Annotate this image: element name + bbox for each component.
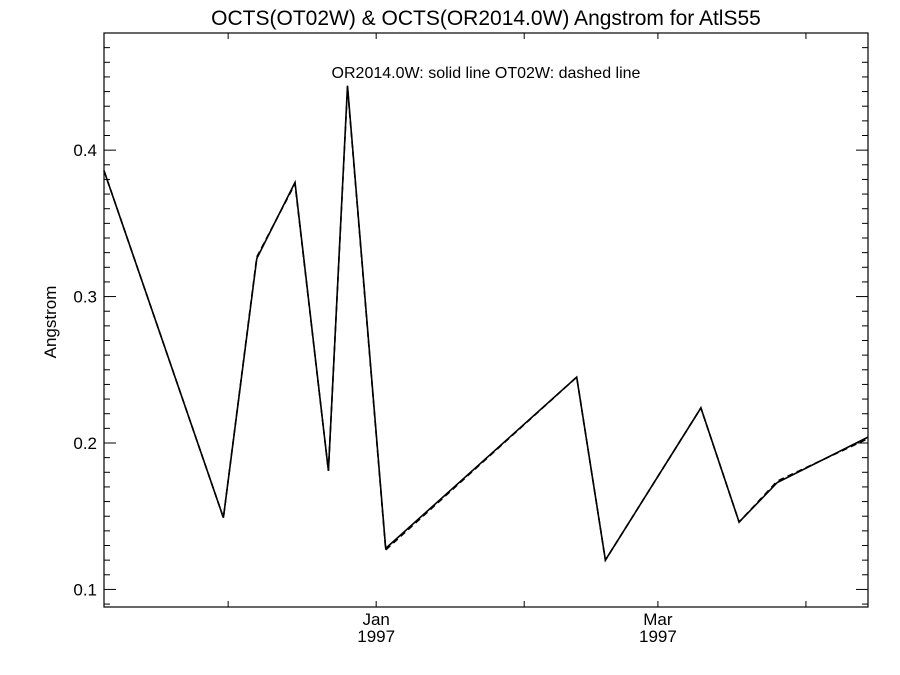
y-tick-label: 0.1 xyxy=(73,580,97,599)
chart-title: OCTS(OT02W) & OCTS(OR2014.0W) Angstrom f… xyxy=(211,7,761,30)
series-line-ot02w xyxy=(103,87,869,563)
x-tick-label-month: Jan xyxy=(362,610,389,629)
y-tick-label: 0.3 xyxy=(73,288,97,307)
data-series xyxy=(103,85,869,563)
series-line-or2014-0w xyxy=(103,85,869,563)
y-axis-label: Angstrom xyxy=(41,286,60,359)
x-tick-label-year: 1997 xyxy=(639,627,677,646)
plot-frame xyxy=(103,32,869,608)
x-tick-label-month: Mar xyxy=(643,610,673,629)
plot-border xyxy=(103,32,869,608)
line-style-note: OR2014.0W: solid line OT02W: dashed line xyxy=(332,65,641,82)
x-tick-label-year: 1997 xyxy=(357,627,395,646)
y-tick-label: 0.2 xyxy=(73,434,97,453)
y-tick-label: 0.4 xyxy=(73,141,97,160)
axis-ticks xyxy=(104,32,868,607)
